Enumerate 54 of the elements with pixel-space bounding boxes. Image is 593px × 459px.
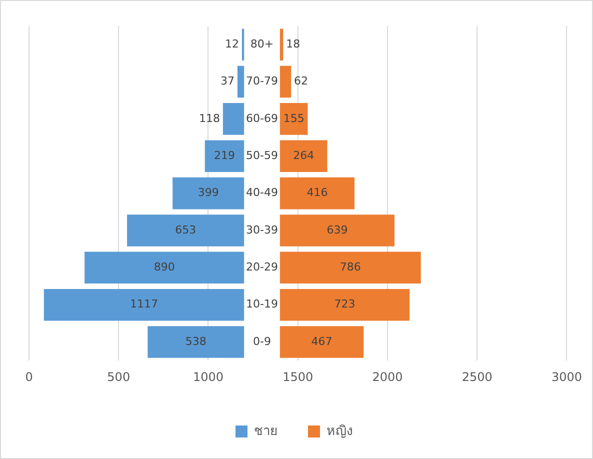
x-tick-label: 3000 xyxy=(551,370,582,384)
bar xyxy=(204,140,244,172)
y-tick-label: 30-39 xyxy=(246,223,278,236)
data-label: 1117 xyxy=(130,298,158,311)
y-tick-label: 50-59 xyxy=(246,148,278,162)
bar xyxy=(242,28,244,60)
y-tick-label: 20-29 xyxy=(246,260,278,274)
y-tick-label: 40-49 xyxy=(246,186,278,200)
y-tick-label: 80+ xyxy=(250,37,274,50)
x-tick-label: 1000 xyxy=(192,370,224,384)
data-label: 639 xyxy=(326,223,348,236)
bar xyxy=(280,252,421,284)
data-label: 18 xyxy=(286,37,300,50)
bar xyxy=(280,288,410,321)
data-label: 786 xyxy=(340,260,361,274)
y-tick-label: 0-9 xyxy=(253,334,271,348)
y-tick-label: 60-69 xyxy=(246,112,278,125)
data-label: 219 xyxy=(214,148,235,162)
bar xyxy=(237,66,244,98)
bar xyxy=(280,326,364,358)
bar xyxy=(172,177,244,210)
data-label: 12 xyxy=(224,37,239,50)
bar xyxy=(280,140,328,172)
data-label: 723 xyxy=(334,298,356,311)
legend-label: ชาย xyxy=(254,424,278,439)
bar xyxy=(84,252,244,284)
bar xyxy=(127,214,244,246)
x-tick-label: 1500 xyxy=(282,370,314,384)
data-label: 416 xyxy=(306,186,328,200)
y-tick-label: 10-19 xyxy=(246,298,278,311)
bar xyxy=(280,103,308,135)
data-label: 399 xyxy=(198,186,219,200)
bar xyxy=(44,288,244,321)
legend-label: หญิง xyxy=(326,424,352,439)
x-tick-label: 500 xyxy=(107,370,130,384)
data-label: 118 xyxy=(198,112,220,125)
data-label: 264 xyxy=(293,148,314,162)
bar xyxy=(280,66,292,98)
x-tick-label: 2000 xyxy=(372,370,403,384)
data-label: 155 xyxy=(283,112,304,125)
data-label: 538 xyxy=(185,334,206,348)
y-tick-label: 70-79 xyxy=(246,74,278,88)
bar xyxy=(148,326,244,358)
data-label: 62 xyxy=(294,74,308,88)
x-tick-label: 0 xyxy=(25,370,33,384)
data-label: 467 xyxy=(311,334,332,348)
x-tick-label: 2500 xyxy=(462,370,492,384)
bar xyxy=(280,177,355,210)
data-label: 653 xyxy=(175,223,196,236)
data-label: 37 xyxy=(220,74,234,88)
bar xyxy=(280,28,284,60)
data-label: 890 xyxy=(154,260,175,274)
bar xyxy=(280,214,394,246)
bar xyxy=(222,103,244,135)
